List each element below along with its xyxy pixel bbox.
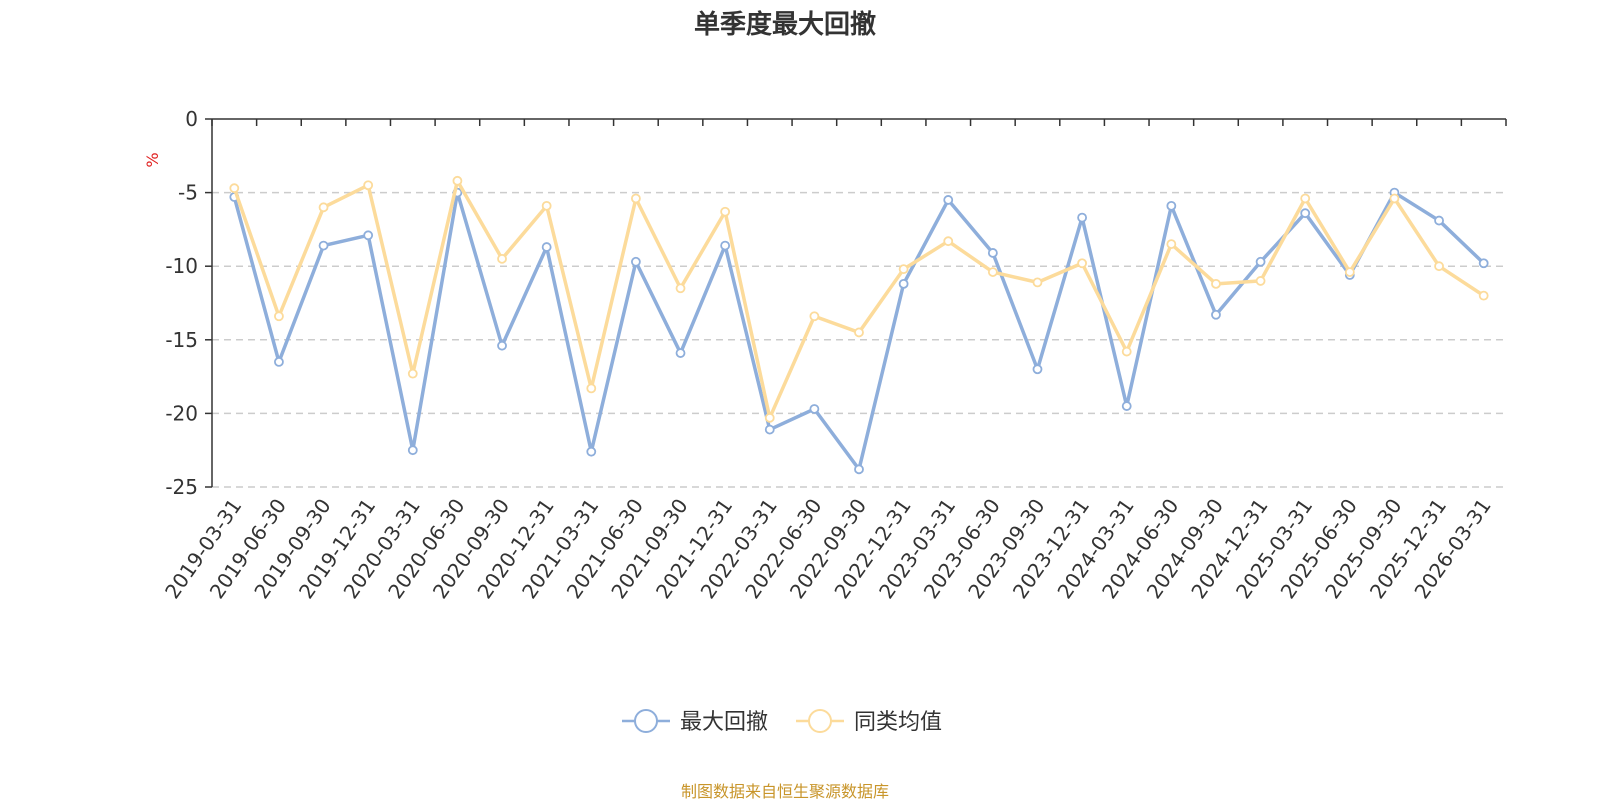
data-point[interactable] [497,340,507,351]
y-tick-label: -20 [165,401,198,425]
chart-title: 单季度最大回撤 [693,10,876,40]
legend-circle-icon [634,709,658,733]
data-point[interactable] [764,412,775,423]
data-point[interactable] [943,195,954,205]
data-point[interactable] [1032,277,1043,288]
data-point[interactable] [764,424,775,435]
data-point[interactable] [675,283,686,294]
data-point[interactable] [452,175,463,186]
data-point[interactable] [1032,364,1043,375]
data-point[interactable] [363,230,374,241]
data-point[interactable] [497,253,507,264]
legend-label: 最大回撤 [680,710,768,735]
data-point[interactable] [1077,212,1088,223]
data-point[interactable] [1300,208,1311,219]
series-layer [229,175,1489,475]
data-point[interactable] [229,183,240,194]
data-point[interactable] [1077,258,1088,269]
data-point[interactable] [586,383,597,394]
legend-item-2[interactable]: 同类均值 [796,709,942,735]
data-point[interactable] [675,348,686,358]
y-tick-label: -10 [165,254,198,278]
data-point[interactable] [1389,193,1400,204]
y-axis-unit: % [143,152,162,167]
data-point[interactable] [363,180,374,191]
legend[interactable]: 最大回撤 同类均值 [622,709,942,735]
data-point[interactable] [898,264,909,275]
data-point[interactable] [274,311,284,322]
data-point[interactable] [1255,276,1266,286]
data-point[interactable] [1121,401,1132,411]
data-point[interactable] [1255,256,1266,267]
y-tick-label: -5 [178,181,198,205]
data-point[interactable] [943,236,954,247]
data-point[interactable] [987,267,998,277]
data-point[interactable] [318,202,329,213]
data-point[interactable] [1300,193,1311,204]
legend-label: 同类均值 [854,710,942,735]
data-point[interactable] [1121,346,1132,357]
data-point[interactable] [1166,239,1177,250]
data-point[interactable] [720,206,731,217]
data-point[interactable] [1166,200,1177,211]
data-point[interactable] [854,464,864,475]
data-point[interactable] [1478,258,1489,269]
y-tick-label: -15 [165,328,198,352]
data-point[interactable] [586,446,597,457]
data-point[interactable] [1344,267,1355,277]
data-source-note: 制图数据来自恒生聚源数据库 [680,782,889,801]
data-point[interactable] [1434,215,1444,226]
data-point[interactable] [854,327,864,338]
data-point[interactable] [318,240,329,251]
data-point[interactable] [541,200,552,211]
legend-circle-icon [808,709,832,733]
data-point[interactable] [809,311,820,322]
data-point[interactable] [1211,278,1221,289]
legend-item-1[interactable]: 最大回撤 [622,709,768,735]
data-point[interactable] [1211,309,1221,320]
y-tick-label: -25 [165,475,198,499]
y-tick-label: 0 [185,107,198,131]
data-point[interactable] [630,193,641,204]
series-line-2 [232,179,1485,420]
data-point[interactable] [407,445,418,456]
data-point[interactable] [274,356,284,367]
axes: 0-5-10-15-20-252019-03-312019-06-302019-… [160,107,1507,603]
data-point[interactable] [1434,261,1444,272]
data-point[interactable] [720,240,731,251]
data-point[interactable] [1478,290,1489,301]
data-point[interactable] [987,248,998,258]
data-point[interactable] [898,278,909,289]
data-point[interactable] [407,368,418,379]
data-point[interactable] [541,242,552,252]
data-point[interactable] [630,256,641,267]
data-point[interactable] [809,404,820,414]
